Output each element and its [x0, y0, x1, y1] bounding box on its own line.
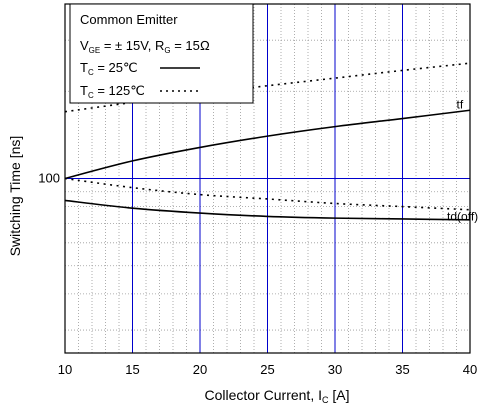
legend-box: [69, 3, 254, 104]
legend-condition-sub: G: [164, 46, 170, 55]
x-tick-label: 35: [395, 362, 409, 377]
tick-labels: 10 15 20 25 30 35 40 100: [38, 171, 477, 378]
legend-condition: VGE = ± 15V, RG = 15Ω: [80, 38, 210, 55]
x-tick-label: 20: [193, 362, 207, 377]
legend-entry-125c: TC = 125℃: [80, 83, 145, 100]
grid: [65, 4, 470, 353]
legend-condition-sub: GE: [89, 46, 101, 55]
legend-entry-text: = 25℃: [94, 60, 138, 75]
x-axis-label-unit: [A]: [328, 387, 349, 403]
series-labels: tf td(off): [447, 98, 478, 224]
legend-entry-sub: C: [88, 68, 94, 77]
legend-condition-part: V: [80, 38, 89, 53]
x-tick-label: 25: [260, 362, 274, 377]
y-tick-label: 100: [38, 171, 60, 186]
legend-entry-text: = 125℃: [94, 83, 145, 98]
y-axis-label: Switching Time [ns]: [7, 136, 23, 257]
legend-entry-prefix: T: [80, 83, 88, 98]
legend-entry-prefix: T: [80, 60, 88, 75]
x-tick-label: 30: [328, 362, 342, 377]
tf-25c-line: [64, 109, 471, 180]
series-lines: [64, 62, 471, 221]
x-tick-label: 10: [58, 362, 72, 377]
x-axis-label-sub: C: [322, 395, 329, 405]
legend-entry-25c: TC = 25℃: [80, 60, 138, 77]
legend-condition-part: = 15Ω: [171, 38, 210, 53]
x-axis-label: Collector Current, IC [A]: [205, 387, 350, 405]
x-tick-label: 15: [125, 362, 139, 377]
legend-title: Common Emitter: [80, 12, 178, 27]
legend-condition-part: = ± 15V, R: [100, 38, 164, 53]
legend: Common Emitter VGE = ± 15V, RG = 15Ω TC …: [69, 3, 254, 104]
tdoff-125c-line: [64, 177, 471, 211]
tdoff-25c-line: [64, 199, 471, 221]
legend-entry-sub: C: [88, 91, 94, 100]
tf-series-label: tf: [457, 98, 464, 112]
tdoff-series-label: td(off): [447, 209, 478, 223]
plot-frame: [64, 3, 471, 354]
x-axis-label-main: Collector Current, I: [205, 387, 322, 403]
x-tick-label: 40: [463, 362, 477, 377]
